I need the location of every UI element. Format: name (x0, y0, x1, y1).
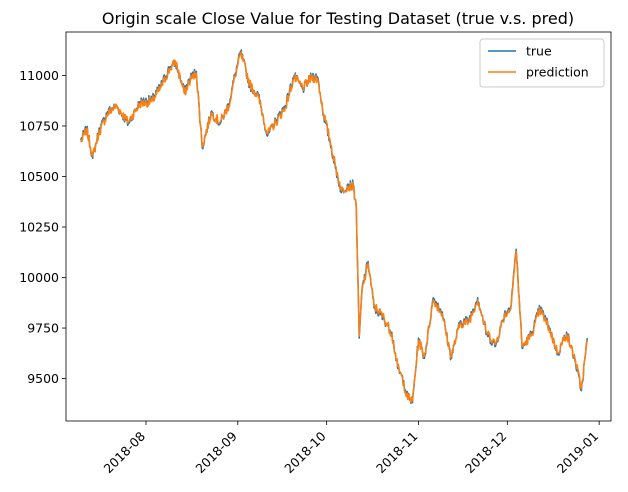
series-line-true (80, 49, 589, 404)
chart-title: Origin scale Close Value for Testing Dat… (102, 9, 574, 28)
y-tick-label: 10000 (19, 270, 59, 285)
x-tick-label: 2018-09 (192, 428, 240, 476)
data-lines (80, 49, 589, 404)
x-tick-label: 2018-08 (101, 428, 149, 476)
y-tick-label: 9750 (27, 321, 59, 336)
legend-label-prediction: prediction (526, 65, 589, 80)
y-axis: 9500 9750 10000 10250 10500 10750 11000 (19, 68, 66, 386)
y-tick-label: 10250 (19, 220, 59, 235)
x-tick-label: 2018-11 (373, 429, 421, 477)
plot-frame (65, 31, 612, 422)
y-tick-label: 10750 (19, 118, 59, 133)
legend-label-true: true (526, 44, 552, 59)
x-tick-label: 2019-01 (554, 429, 602, 477)
y-tick-label: 10500 (19, 169, 59, 184)
x-tick-label: 2018-10 (281, 428, 329, 476)
series-line-prediction (80, 51, 589, 404)
legend: true prediction (479, 38, 605, 88)
y-tick-label: 9500 (27, 371, 59, 386)
x-tick-label: 2018-12 (462, 429, 510, 477)
y-tick-label: 11000 (19, 68, 59, 83)
x-axis: 2018-08 2018-09 2018-10 2018-11 2018-12 2019-… (101, 421, 602, 477)
